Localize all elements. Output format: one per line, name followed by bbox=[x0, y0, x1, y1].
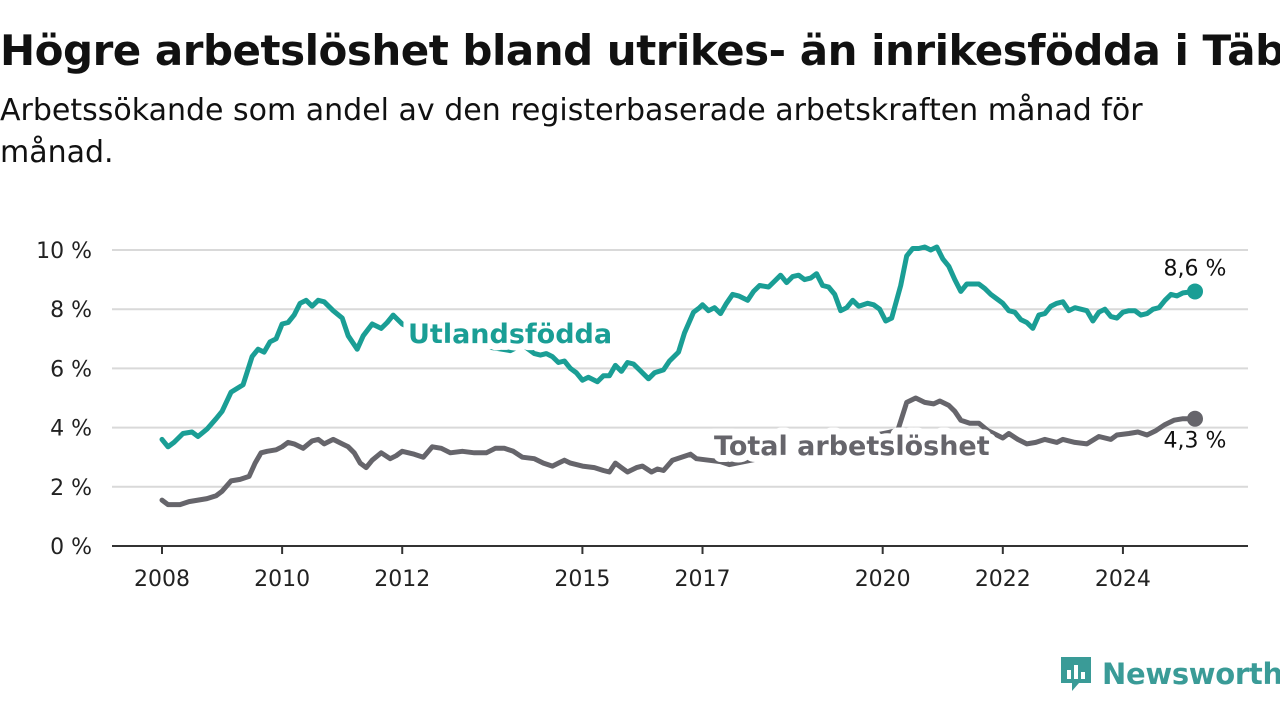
y-axis-ticks: 0 % 2 % 4 % 6 % 8 % 10 % bbox=[36, 239, 92, 560]
series-labels: 8,6 %4,3 %UtlandsföddaUtlandsföddaTotal … bbox=[401, 256, 1227, 469]
x-tick-label: 2024 bbox=[1095, 567, 1151, 592]
end-point-marker bbox=[1187, 283, 1203, 300]
end-value-label: 4,3 % bbox=[1164, 429, 1227, 454]
series-label-halo: Total arbetslöshet bbox=[714, 431, 990, 462]
y-tick-label: 4 % bbox=[50, 417, 92, 442]
chart-subtitle: Arbetssökande som andel av den registerb… bbox=[0, 93, 1143, 170]
x-tick-label: 2022 bbox=[975, 567, 1031, 592]
series-line-total bbox=[159, 395, 1198, 508]
x-tick-label: 2020 bbox=[855, 567, 911, 592]
series-label-total: Total arbetslöshet bbox=[714, 431, 990, 462]
newsworthy-brand[interactable]: Newsworthy bbox=[1058, 652, 1280, 696]
chart-title: Högre arbetslöshet bland utrikes- än inr… bbox=[0, 26, 1280, 75]
x-tick-label: 2015 bbox=[554, 567, 610, 592]
series-line-utlandsfodda bbox=[159, 244, 1198, 450]
series-label-utlandsfodda: Utlandsfödda bbox=[408, 319, 612, 350]
series-label-halo: Utlandsfödda bbox=[408, 319, 612, 350]
brand-name: Newsworthy bbox=[1102, 657, 1280, 691]
end-point-marker bbox=[1187, 410, 1203, 427]
y-tick-label: 0 % bbox=[50, 535, 92, 560]
y-tick-label: 10 % bbox=[36, 239, 92, 264]
gridlines bbox=[112, 249, 1248, 488]
y-tick-label: 8 % bbox=[50, 298, 92, 323]
y-tick-label: 2 % bbox=[50, 476, 92, 501]
x-axis: 2008 2010 2012 2015 2017 2020 2022 2024 bbox=[112, 545, 1248, 592]
x-tick-label: 2008 bbox=[134, 567, 190, 592]
x-tick-label: 2017 bbox=[675, 567, 731, 592]
x-tick-label: 2010 bbox=[254, 567, 310, 592]
y-tick-label: 6 % bbox=[50, 357, 92, 382]
newsworthy-logo-icon bbox=[1061, 657, 1091, 691]
end-value-label: 8,6 % bbox=[1164, 256, 1227, 281]
series-lines bbox=[159, 244, 1203, 508]
x-tick-label: 2012 bbox=[374, 567, 430, 592]
